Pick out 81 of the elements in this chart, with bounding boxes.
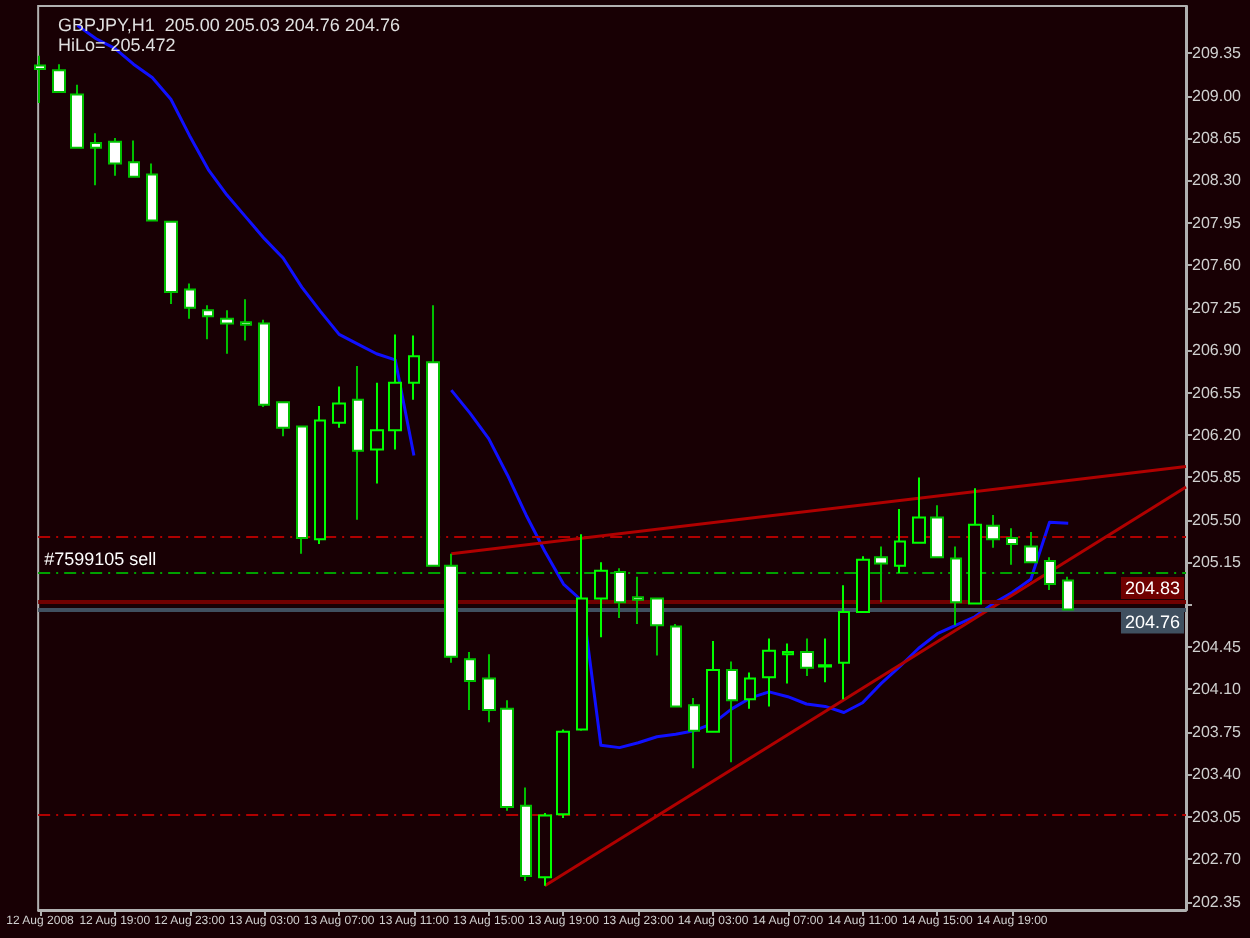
y-tick-label: 208.65 <box>1192 129 1243 148</box>
candlestick <box>744 671 756 710</box>
candlestick <box>894 507 906 575</box>
y-tick-label: 203.75 <box>1192 722 1243 741</box>
candlestick <box>726 660 738 764</box>
candlestick <box>950 545 962 627</box>
candlestick <box>1006 527 1018 566</box>
candlestick <box>968 487 982 605</box>
y-tick-label: 203.05 <box>1192 807 1243 826</box>
candlestick <box>240 298 252 342</box>
candlestick <box>1044 556 1056 592</box>
ref-line-label: 204.83 <box>1124 577 1180 598</box>
candlestick <box>332 385 346 429</box>
y-tick-label: 203.40 <box>1192 765 1243 784</box>
y-tick-label: 202.70 <box>1192 850 1243 869</box>
candlestick <box>258 318 270 409</box>
candlestick <box>706 639 720 733</box>
candlestick <box>34 54 46 104</box>
candlestick <box>202 304 214 341</box>
text: GBPJPY,H1 205.00 205.03 204.76 204.76 <box>58 15 400 35</box>
y-tick-label: 206.55 <box>1192 383 1243 402</box>
candlestick <box>90 132 102 187</box>
y-tick-label: 209.35 <box>1192 44 1243 63</box>
candlestick <box>856 555 870 613</box>
y-tick-label: 206.20 <box>1192 425 1243 444</box>
candlestick <box>408 334 420 401</box>
candlestick <box>108 137 122 177</box>
candlestick <box>370 381 384 485</box>
y-tick-label: 207.25 <box>1192 298 1243 317</box>
y-tick-label: 208.30 <box>1192 171 1243 190</box>
candlestick <box>986 513 1000 549</box>
candlestick <box>184 282 196 320</box>
candlestick <box>650 597 664 657</box>
candlestick <box>500 699 514 812</box>
candlestick <box>464 650 476 712</box>
candlestick <box>426 304 440 567</box>
candlestick <box>276 401 290 438</box>
y-tick-label: 202.35 <box>1192 892 1243 911</box>
candlestick <box>444 552 458 664</box>
candlestick <box>352 364 364 521</box>
y-tick-label: 209.00 <box>1192 86 1243 105</box>
candlestick <box>388 333 402 451</box>
candlestick <box>632 575 644 626</box>
candlestick <box>614 567 626 619</box>
y-tick-label: 206.90 <box>1192 341 1243 360</box>
candlestick <box>556 728 570 819</box>
candlestick <box>594 561 608 639</box>
candlestick <box>482 653 496 724</box>
candlestick <box>818 637 832 684</box>
candlestick <box>314 404 326 546</box>
candlestick <box>52 63 66 94</box>
candlestick <box>1062 575 1074 611</box>
candlestick <box>762 637 776 708</box>
candlestick <box>670 623 682 708</box>
y-tick-label: 205.15 <box>1192 553 1243 572</box>
y-tick-label: 204.10 <box>1192 680 1243 699</box>
y-tick-label: 207.60 <box>1192 256 1243 275</box>
candlestick <box>220 309 234 355</box>
ref-line-label: #7599105 sell <box>44 548 157 569</box>
text: HiLo= 205.472 <box>58 35 176 55</box>
candlestick <box>576 533 588 732</box>
candlestick <box>874 545 888 604</box>
candlestick <box>538 812 552 887</box>
candlestick <box>782 642 794 685</box>
candlestick <box>146 162 158 222</box>
candlestick <box>296 425 308 555</box>
candlestick <box>1024 530 1038 564</box>
ref-line-label: 204.76 <box>1124 612 1180 633</box>
candlestick <box>912 476 926 544</box>
candlestick <box>838 584 850 701</box>
candlestick <box>688 696 700 770</box>
candlestick <box>164 220 178 306</box>
y-tick-label: 205.85 <box>1192 468 1243 487</box>
y-tick-label: 205.50 <box>1192 510 1243 529</box>
y-tick-label: 204.45 <box>1192 638 1243 657</box>
candlestick <box>70 83 84 149</box>
candlestick <box>800 637 814 678</box>
candlestick <box>520 786 532 882</box>
candlestick <box>128 139 140 178</box>
y-tick-label: 207.95 <box>1192 213 1243 232</box>
candlestick <box>930 504 944 559</box>
